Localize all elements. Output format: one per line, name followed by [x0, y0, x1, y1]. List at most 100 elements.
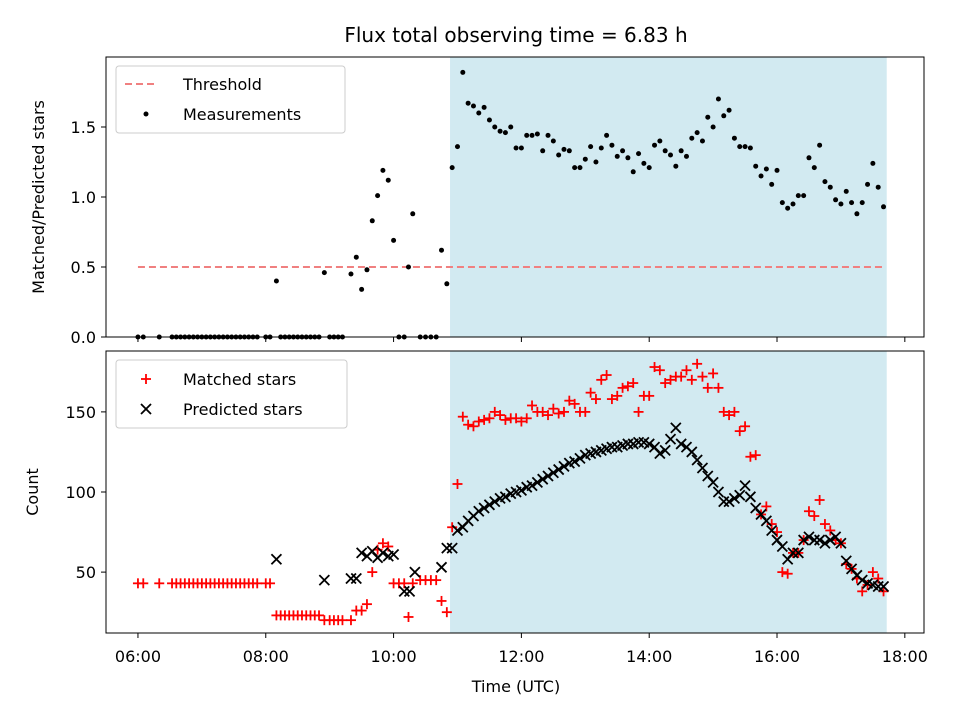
measurement-point	[694, 130, 700, 136]
predicted-star-point	[435, 561, 448, 573]
matched-legend-marker	[141, 374, 151, 384]
matched-star-point	[314, 610, 325, 621]
matched-star-point	[154, 578, 165, 589]
matched-star-point	[665, 374, 676, 385]
matched-star-point	[265, 578, 276, 589]
matched-star-point	[590, 394, 601, 405]
matched-star-point	[777, 567, 788, 578]
bottom-x-ticks: 06:00 08:00 10:00 12:00 14:00 16:00 18:00	[115, 633, 928, 666]
measurement-point	[854, 211, 860, 217]
measurement-point	[391, 237, 397, 243]
measurement-point	[657, 138, 663, 144]
matched-star-point	[252, 578, 263, 589]
measurement-point	[705, 114, 711, 120]
bottom-legend-box	[115, 359, 348, 429]
predicted-star-point	[451, 524, 464, 537]
measurement-point	[620, 148, 626, 154]
top-legend: Threshold Measurements	[115, 65, 346, 134]
matched-star-point	[468, 421, 479, 432]
predicted-star-point	[835, 537, 847, 549]
measurement-point	[758, 173, 764, 179]
measurement-point	[444, 281, 450, 287]
measurement-point	[359, 286, 365, 292]
predicted-star-point	[723, 495, 735, 508]
predicted-star-point	[270, 553, 283, 565]
chart-title: Flux total observing time = 6.83 h	[344, 23, 687, 47]
predicted-star-point	[728, 492, 741, 505]
predicted-star-point	[686, 446, 698, 458]
measurement-point	[747, 145, 753, 151]
measurement-point	[737, 144, 743, 150]
matched-star-point	[649, 362, 660, 373]
measurement-point	[710, 124, 716, 130]
predicted-star-point	[819, 537, 831, 549]
predicted-star-point	[813, 534, 826, 546]
measurement-point	[364, 267, 370, 273]
matched-star-point	[569, 398, 580, 409]
predicted-star-point	[345, 572, 357, 585]
matched-star-point	[692, 358, 703, 369]
x-tick-label: 18:00	[882, 647, 928, 666]
top-y-tick-label: 0.0	[71, 328, 96, 347]
measurement-point	[870, 160, 876, 166]
measurement-point	[726, 107, 732, 113]
measurement-point	[545, 132, 551, 138]
predicted-star-point	[718, 495, 730, 508]
matched-star-point	[521, 413, 532, 424]
measurement-point	[529, 132, 535, 138]
x-tick-label: 12:00	[498, 647, 544, 666]
matched-star-point	[367, 567, 378, 578]
measurement-point	[321, 270, 327, 276]
measurement-point	[646, 165, 652, 171]
matched-star-point	[734, 426, 745, 437]
predicted-star-point	[798, 534, 810, 546]
measurement-point	[625, 155, 631, 161]
predicted-legend-label: Predicted stars	[183, 400, 303, 419]
matched-star-point	[601, 370, 612, 381]
bottom-y-axis-label: Count	[23, 468, 42, 516]
predicted-star-point	[670, 422, 682, 434]
measurement-point	[838, 201, 844, 207]
measurement-point	[566, 148, 572, 154]
predicted-star-point	[355, 547, 368, 559]
measurement-point	[593, 159, 599, 165]
measurement-point	[811, 165, 817, 171]
predicted-star-point	[531, 476, 544, 489]
matched-star-point	[718, 406, 729, 417]
matched-star-point	[479, 414, 490, 425]
measurement-point	[779, 200, 785, 206]
matched-star-point	[814, 495, 825, 506]
matched-star-point	[819, 519, 830, 530]
matched-star-point	[564, 395, 575, 406]
predicted-star-point	[489, 495, 501, 508]
matched-star-point	[702, 382, 713, 393]
matched-star-point	[729, 406, 740, 417]
matched-star-point	[377, 538, 388, 549]
matched-star-point	[628, 378, 639, 389]
matched-star-point	[740, 421, 751, 432]
predicted-star-point	[877, 580, 890, 593]
measurement-point	[588, 144, 594, 150]
predicted-star-point	[318, 574, 330, 586]
measurement-point	[481, 104, 487, 110]
predicted-star-point	[526, 479, 538, 492]
predicted-legend-swatch	[140, 403, 152, 415]
matched-star-point	[617, 382, 628, 393]
measurement-point	[604, 132, 610, 138]
matched-star-point	[537, 406, 548, 417]
measurement-point	[524, 132, 530, 138]
predicted-star-point	[664, 433, 677, 445]
predicted-star-point	[744, 491, 757, 503]
predicted-star-point	[766, 524, 778, 537]
bottom-y-tick-label: 50	[76, 563, 96, 582]
predicted-star-point	[792, 547, 804, 559]
predicted-star-point	[659, 444, 671, 456]
matched-star-point	[825, 525, 836, 536]
measurement-point	[380, 167, 386, 173]
matched-star-point	[606, 394, 617, 405]
measurement-point	[582, 156, 588, 162]
top-y-axis-label: Matched/Predicted stars	[29, 100, 48, 294]
matched-star-point	[857, 586, 868, 597]
matched-star-point	[361, 599, 372, 610]
